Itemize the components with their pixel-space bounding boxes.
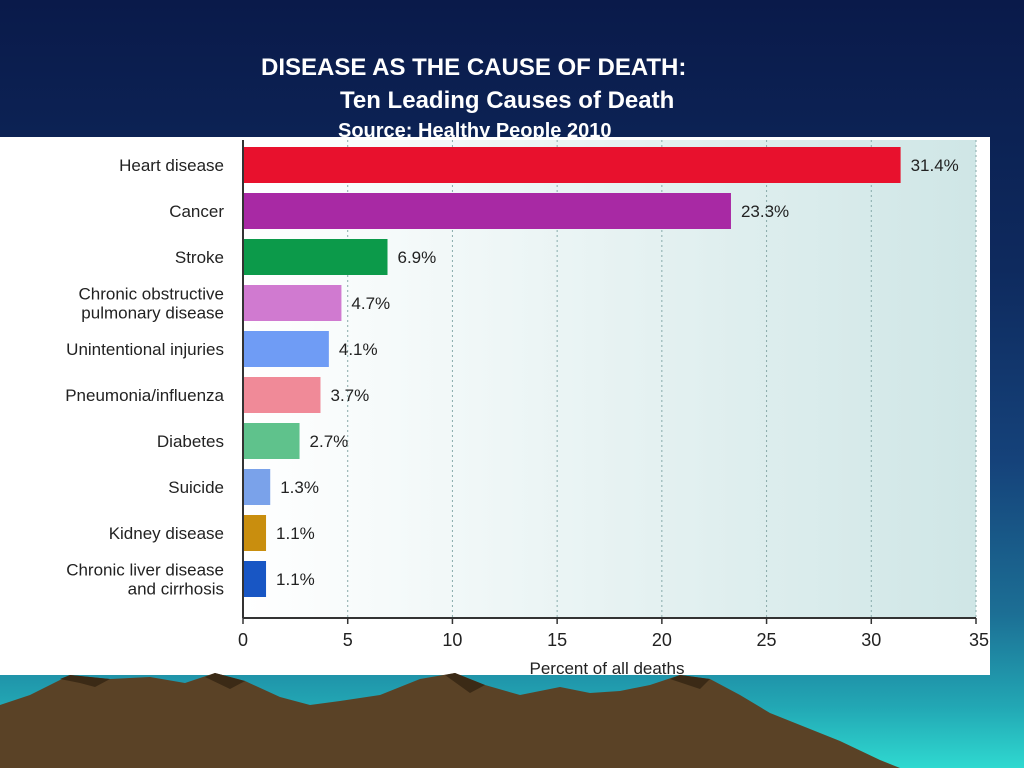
bar-value-label: 1.1% <box>276 570 315 589</box>
x-tick-labels: 0 5 10 15 20 25 30 35 <box>238 618 989 650</box>
bar-value-label: 4.7% <box>351 294 390 313</box>
category-label: and cirrhosis <box>128 580 224 599</box>
slide-title: DISEASE AS THE CAUSE OF DEATH: Ten Leadi… <box>0 50 1024 145</box>
x-tick-label: 20 <box>652 630 672 650</box>
bar <box>243 193 731 229</box>
bar-value-label: 1.3% <box>280 478 319 497</box>
category-label: Pneumonia/influenza <box>65 386 224 405</box>
bars <box>243 147 901 597</box>
x-tick-label: 25 <box>757 630 777 650</box>
bar <box>243 469 271 505</box>
bar-chart: 31.4% 23.3% 6.9% 4.7% 4.1% 3.7% 2.7% 1.3% 1.1% 1.… <box>0 137 990 675</box>
category-label: Stroke <box>175 248 224 267</box>
category-label: Diabetes <box>157 432 224 451</box>
bar <box>243 239 388 275</box>
bar <box>243 147 901 183</box>
bar-value-label: 4.1% <box>339 340 378 359</box>
bar <box>243 515 267 551</box>
x-tick-label: 10 <box>442 630 462 650</box>
mountain-landscape <box>0 673 900 768</box>
x-tick-label: 5 <box>343 630 353 650</box>
bar <box>243 423 300 459</box>
mountain-shape <box>0 673 900 768</box>
bar <box>243 285 342 321</box>
category-label: Suicide <box>168 478 224 497</box>
category-label: Unintentional injuries <box>66 340 224 359</box>
category-label: Cancer <box>169 202 224 221</box>
category-labels: Heart disease Cancer Stroke Chronic obstruc… <box>65 156 224 599</box>
category-label: Chronic liver disease <box>66 561 224 580</box>
bar-value-label: 1.1% <box>276 524 315 543</box>
x-axis-label: Percent of all deaths <box>530 659 685 675</box>
x-tick-label: 0 <box>238 630 248 650</box>
category-label: Heart disease <box>119 156 224 175</box>
value-labels: 31.4% 23.3% 6.9% 4.7% 4.1% 3.7% 2.7% 1.3% 1.1% 1.… <box>276 156 959 589</box>
x-tick-label: 30 <box>861 630 881 650</box>
x-tick-label: 35 <box>969 630 989 650</box>
bar-value-label: 6.9% <box>398 248 437 267</box>
x-tick-label: 15 <box>547 630 567 650</box>
category-label: Kidney disease <box>109 524 224 543</box>
category-label: Chronic obstructive <box>78 285 224 304</box>
category-label: pulmonary disease <box>81 304 224 323</box>
bar <box>243 561 267 597</box>
bar <box>243 377 321 413</box>
bar-value-label: 3.7% <box>330 386 369 405</box>
mountain-shadow <box>60 673 710 693</box>
bar-value-label: 23.3% <box>741 202 789 221</box>
bar-value-label: 31.4% <box>911 156 959 175</box>
bar-value-label: 2.7% <box>310 432 349 451</box>
slide-source: Source: Healthy People 2010 <box>338 120 612 142</box>
slide-subtitle: Ten Leading Causes of Death <box>340 87 675 114</box>
bar <box>243 331 329 367</box>
slide-title-line: DISEASE AS THE CAUSE OF DEATH: <box>261 54 687 81</box>
